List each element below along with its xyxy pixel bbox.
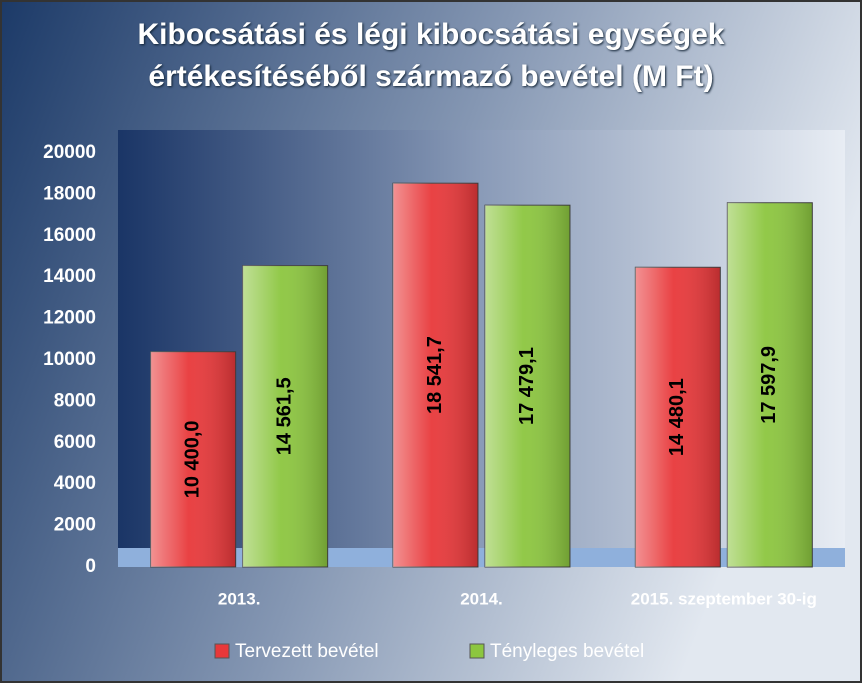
y-tick-label: 12000 <box>43 308 96 329</box>
legend-swatch <box>214 643 230 659</box>
x-tick-label: 2014. <box>460 589 503 608</box>
value-label: 17 479,1 <box>516 347 538 425</box>
legend-label: Tervezett bevétel <box>235 641 379 662</box>
value-label: 17 597,9 <box>758 346 780 424</box>
y-tick-label: 0 <box>85 556 96 577</box>
legend-swatch <box>469 643 485 659</box>
y-tick-label: 4000 <box>54 473 96 494</box>
y-tick-label: 16000 <box>43 225 96 246</box>
y-tick-label: 6000 <box>54 432 96 453</box>
x-tick-label: 2013. <box>218 589 261 608</box>
legend-label: Tényleges bevétel <box>490 641 644 662</box>
bar-highlight <box>485 205 570 568</box>
value-label: 18 541,7 <box>424 336 446 414</box>
value-label: 14 480,1 <box>666 378 688 456</box>
x-tick-label: 2015. szeptember 30-ig <box>631 589 817 608</box>
bar-highlight <box>150 351 236 567</box>
y-tick-label: 10000 <box>43 349 96 370</box>
value-label: 14 561,5 <box>273 377 295 455</box>
bar-highlight <box>393 183 478 567</box>
bar-highlight <box>242 265 328 567</box>
plot-area <box>118 130 845 567</box>
bar-highlight <box>635 267 721 567</box>
y-tick-label: 14000 <box>43 266 96 287</box>
bar-highlight <box>727 202 813 568</box>
y-tick-label: 18000 <box>43 183 96 204</box>
y-tick-label: 20000 <box>43 142 96 163</box>
y-tick-label: 2000 <box>54 515 96 536</box>
y-tick-label: 8000 <box>54 390 96 411</box>
chart-title: Kibocsátási és légi kibocsátási egységek… <box>137 18 725 93</box>
value-label: 10 400,0 <box>181 420 203 498</box>
